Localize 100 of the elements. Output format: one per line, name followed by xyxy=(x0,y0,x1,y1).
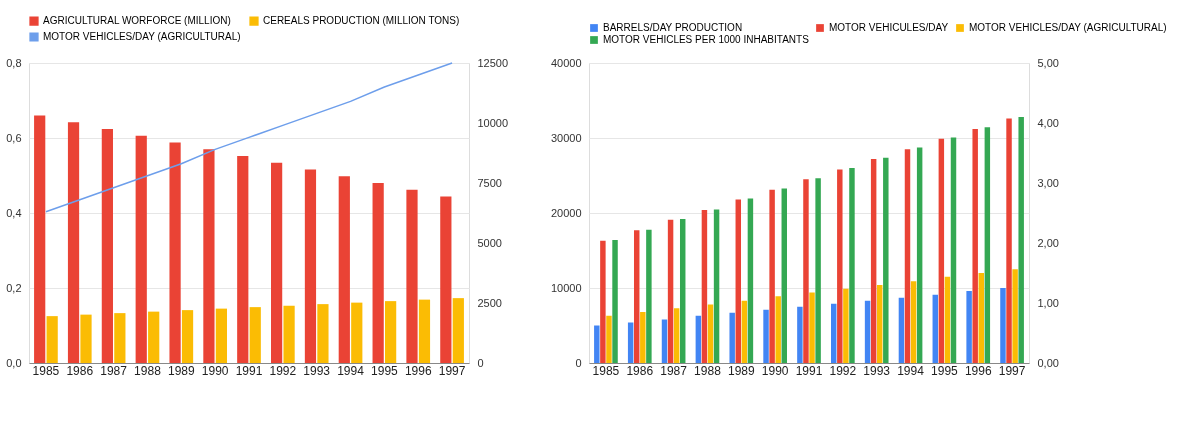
x-tick-label: 1991 xyxy=(795,363,823,378)
bar xyxy=(249,307,261,363)
x-tick-label: 1985 xyxy=(592,363,620,378)
bar xyxy=(667,219,674,363)
bar xyxy=(904,149,911,363)
bar xyxy=(729,312,735,363)
x-tick-label: 1993 xyxy=(303,363,331,378)
bar xyxy=(932,294,939,363)
bar xyxy=(661,319,668,363)
bar xyxy=(338,176,350,363)
x-tick-label: 1986 xyxy=(626,363,654,378)
bar xyxy=(304,169,317,363)
y2-tick-label: 12500 xyxy=(477,56,509,69)
bar xyxy=(600,240,606,363)
bar xyxy=(452,298,464,363)
x-tick-label: 1987 xyxy=(100,363,128,378)
bar xyxy=(803,179,809,363)
y-tick-label: 0,2 xyxy=(6,281,22,294)
bar xyxy=(972,129,978,363)
bar xyxy=(385,301,397,363)
bar xyxy=(135,135,147,363)
bar xyxy=(203,149,215,363)
x-tick-label: 1987 xyxy=(660,363,688,378)
y-tick-label: 0,6 xyxy=(6,131,22,144)
bar xyxy=(34,115,46,363)
bar xyxy=(831,303,837,363)
bar xyxy=(966,291,972,363)
bar xyxy=(679,219,686,363)
x-tick-label: 1997 xyxy=(998,363,1026,378)
y2-tick-label: 7500 xyxy=(477,176,502,189)
x-tick-label: 1990 xyxy=(761,363,789,378)
y2-tick-label: 10000 xyxy=(477,116,509,129)
y-tick-label: 0,8 xyxy=(6,56,22,69)
bar xyxy=(283,305,295,363)
x-tick-label: 1990 xyxy=(201,363,229,378)
bar xyxy=(646,229,652,363)
bar xyxy=(1000,288,1006,363)
x-tick-label: 1985 xyxy=(32,363,60,378)
bar xyxy=(849,168,855,363)
bar xyxy=(870,159,877,363)
line-series xyxy=(45,62,453,213)
bar xyxy=(781,188,787,363)
bar xyxy=(916,147,923,363)
bar xyxy=(735,199,741,363)
legend-label: MOTOR VEHICLES PER 1000 INHABITANTS xyxy=(603,34,810,45)
bar xyxy=(612,240,618,363)
bar xyxy=(271,162,283,363)
y-tick-label: 30000 xyxy=(550,131,582,144)
bar xyxy=(440,196,452,363)
y2-tick-label: 1,00 xyxy=(1037,296,1059,309)
bar xyxy=(634,230,640,363)
bar xyxy=(317,304,329,363)
x-tick-label: 1994 xyxy=(897,363,925,378)
x-tick-label: 1988 xyxy=(694,363,722,378)
bar xyxy=(372,183,384,363)
x-tick-label: 1995 xyxy=(931,363,959,378)
bar xyxy=(701,210,708,363)
x-tick-label: 1992 xyxy=(829,363,857,378)
x-tick-label: 1997 xyxy=(438,363,466,378)
x-tick-label: 1995 xyxy=(371,363,399,378)
legend-label: MOTOR VEHICULES/DAY xyxy=(829,22,949,33)
bar xyxy=(46,316,58,363)
y2-tick-label: 0,00 xyxy=(1037,356,1059,369)
x-tick-label: 1989 xyxy=(727,363,755,378)
x-tick-label: 1992 xyxy=(269,363,297,378)
bar xyxy=(237,156,249,363)
x-tick-label: 1988 xyxy=(134,363,162,378)
bar xyxy=(769,189,775,363)
bar xyxy=(80,314,92,363)
x-tick-label: 1989 xyxy=(167,363,195,378)
x-tick-label: 1986 xyxy=(66,363,94,378)
bar xyxy=(984,127,991,363)
y2-tick-label: 3,00 xyxy=(1037,176,1059,189)
legend-label: CEREALS PRODUCTION (MILLION TONS) xyxy=(263,15,460,27)
legend-label: AGRICULTURAL WORFORCE (MILLION) xyxy=(43,15,231,27)
x-tick-label: 1991 xyxy=(235,363,263,378)
bar xyxy=(215,308,227,363)
x-tick-label: 1994 xyxy=(337,363,365,378)
y2-tick-label: 5000 xyxy=(477,236,502,249)
bar xyxy=(627,322,634,363)
bar xyxy=(181,310,194,363)
bar xyxy=(169,142,181,363)
bar xyxy=(148,311,160,363)
y-tick-label: 10000 xyxy=(550,281,582,294)
bar xyxy=(1018,117,1024,363)
legend-label: MOTOR VEHICLES/DAY (AGRICULTURAL) xyxy=(43,31,241,42)
bar xyxy=(837,169,843,363)
bar xyxy=(101,129,113,363)
x-tick-label: 1993 xyxy=(863,363,891,378)
bar xyxy=(713,209,720,363)
bar xyxy=(1006,118,1012,363)
y-tick-label: 0,4 xyxy=(6,206,22,219)
legend-label: BARRELS/DAY PRODUCTION xyxy=(603,22,743,33)
bar xyxy=(815,178,821,363)
bar xyxy=(797,306,803,363)
y2-tick-label: 2500 xyxy=(477,296,502,309)
bar xyxy=(695,315,702,363)
y2-tick-label: 2,00 xyxy=(1037,236,1059,249)
bar xyxy=(938,138,945,363)
y-tick-label: 0,0 xyxy=(6,356,22,369)
